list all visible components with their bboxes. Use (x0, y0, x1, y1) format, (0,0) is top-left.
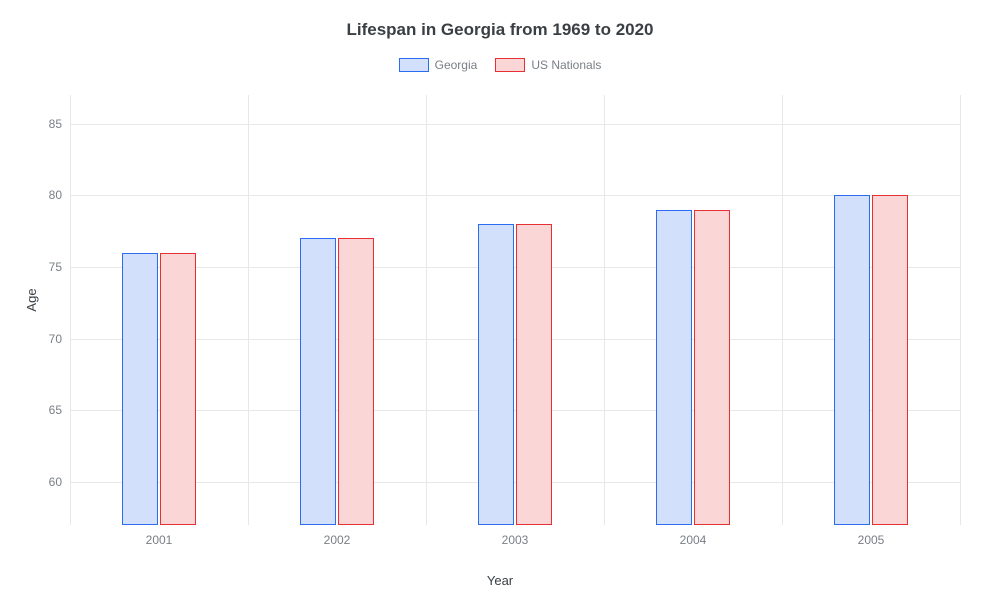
chart-container: Lifespan in Georgia from 1969 to 2020 Ge… (0, 0, 1000, 600)
gridline (70, 482, 960, 483)
y-tick-label: 85 (49, 117, 70, 131)
vgridline (426, 95, 427, 525)
bar[interactable] (694, 210, 730, 525)
bar[interactable] (160, 253, 196, 525)
chart-title: Lifespan in Georgia from 1969 to 2020 (0, 20, 1000, 40)
bar[interactable] (478, 224, 514, 525)
legend-label: US Nationals (531, 58, 601, 72)
vgridline (604, 95, 605, 525)
legend-swatch (399, 58, 429, 72)
y-tick-label: 80 (49, 188, 70, 202)
gridline (70, 410, 960, 411)
y-tick-label: 70 (49, 332, 70, 346)
x-tick-label: 2003 (502, 525, 529, 547)
legend-swatch (495, 58, 525, 72)
bar[interactable] (656, 210, 692, 525)
bar[interactable] (834, 195, 870, 525)
bar[interactable] (338, 238, 374, 525)
vgridline (70, 95, 71, 525)
bar[interactable] (122, 253, 158, 525)
x-tick-label: 2004 (680, 525, 707, 547)
gridline (70, 339, 960, 340)
bar[interactable] (300, 238, 336, 525)
vgridline (960, 95, 961, 525)
y-tick-label: 65 (49, 403, 70, 417)
y-axis-label: Age (24, 288, 39, 311)
bar[interactable] (516, 224, 552, 525)
gridline (70, 195, 960, 196)
x-tick-label: 2005 (858, 525, 885, 547)
bar[interactable] (872, 195, 908, 525)
x-tick-label: 2002 (324, 525, 351, 547)
vgridline (248, 95, 249, 525)
plot-area: 60657075808520012002200320042005 (70, 95, 960, 525)
legend-item[interactable]: Georgia (399, 58, 478, 72)
legend: Georgia US Nationals (0, 58, 1000, 72)
legend-label: Georgia (435, 58, 478, 72)
gridline (70, 124, 960, 125)
vgridline (782, 95, 783, 525)
y-tick-label: 60 (49, 475, 70, 489)
x-axis-label: Year (487, 573, 513, 588)
x-tick-label: 2001 (146, 525, 173, 547)
y-tick-label: 75 (49, 260, 70, 274)
legend-item[interactable]: US Nationals (495, 58, 601, 72)
gridline (70, 267, 960, 268)
